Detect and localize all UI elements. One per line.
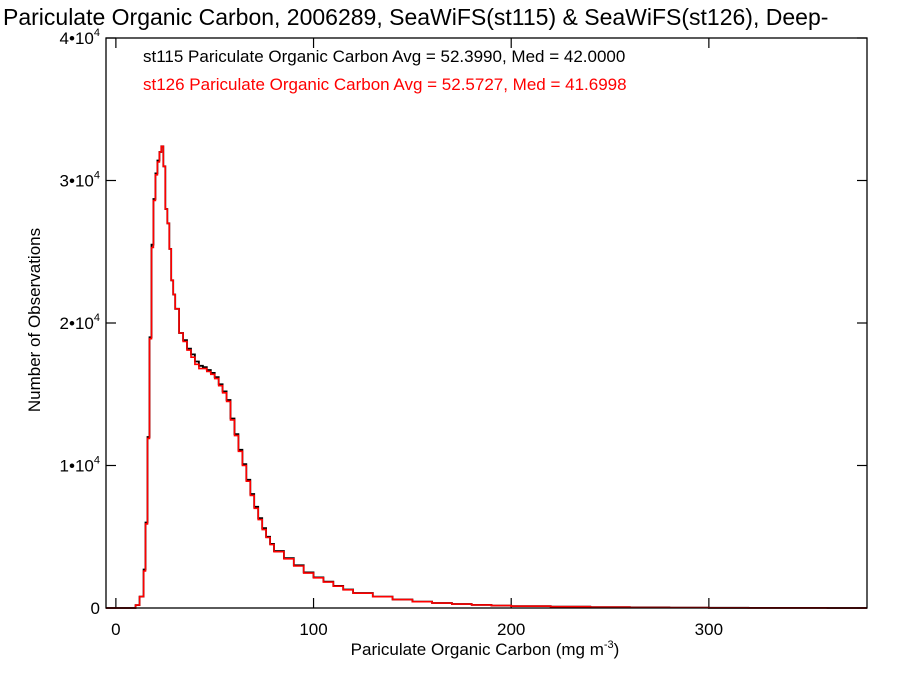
ticks-layer: 0 100 200 300 0 1•104 2•104 3•104 4•104	[60, 27, 867, 639]
y-tick-label-4: 4•104	[60, 27, 100, 48]
legend-stats-st115: st115 Pariculate Organic Carbon Avg = 52…	[143, 47, 625, 66]
x-tick-label-1: 100	[299, 620, 327, 639]
series-line-st126	[106, 145, 867, 609]
y-tick-label-1: 1•104	[60, 455, 100, 476]
chart-title: Pariculate Organic Carbon, 2006289, SeaW…	[3, 4, 828, 30]
x-axis-label: Pariculate Organic Carbon (mg m-3)	[351, 639, 620, 659]
y-tick-label-3: 3•104	[60, 170, 100, 191]
x-tick-label-3: 300	[695, 620, 723, 639]
y-tick-label-2: 2•104	[60, 312, 100, 333]
plot-frame	[105, 37, 868, 609]
series-line-st115	[106, 145, 867, 609]
x-axis-label-end: )	[614, 640, 620, 659]
plot-area	[106, 145, 867, 609]
x-axis-label-superscript: -3	[604, 639, 614, 651]
legend-stats-st126: st126 Pariculate Organic Carbon Avg = 52…	[143, 75, 627, 94]
y-axis-label: Number of Observations	[25, 228, 44, 412]
x-tick-label-0: 0	[111, 620, 120, 639]
x-tick-label-2: 200	[497, 620, 525, 639]
y-tick-label-0: 0	[91, 599, 100, 618]
